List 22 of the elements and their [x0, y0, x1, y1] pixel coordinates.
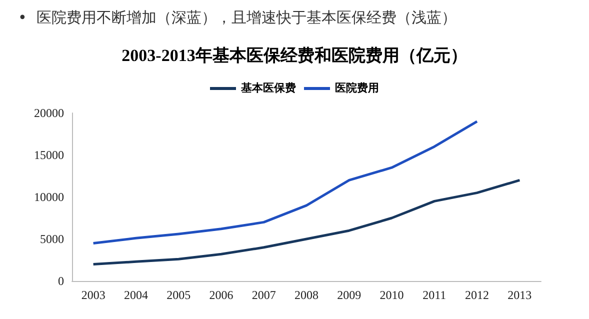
x-tick-label: 2006 — [209, 288, 234, 302]
y-tick-label: 10000 — [34, 190, 64, 204]
x-tick-label: 2012 — [465, 288, 490, 302]
text: • 医院费用不断增加（深蓝），且增速快于基本医保经费（浅蓝） — [18, 8, 456, 26]
line-series — [92, 178, 521, 266]
y-tick-label: 5000 — [40, 232, 64, 246]
x-tick-label: 2013 — [508, 288, 532, 302]
y-tick-label: 20000 — [34, 106, 64, 120]
legend-label: 医院费用 — [335, 82, 379, 94]
x-tick-label: 2007 — [252, 288, 276, 302]
x-tick-label: 2011 — [422, 288, 446, 302]
x-tick-label: 2003 — [81, 288, 106, 302]
x-tick-label: 2005 — [166, 288, 191, 302]
chart-title: 2003-2013年基本医保经费和医院费用（亿元） — [122, 46, 468, 65]
x-tick-label: 2010 — [380, 288, 404, 302]
y-tick-label: 15000 — [34, 148, 64, 162]
y-tick-label: 0 — [58, 274, 64, 288]
line-series — [92, 120, 478, 244]
legend-label: 基本医保费 — [240, 82, 296, 94]
x-tick-label: 2009 — [337, 288, 362, 302]
x-tick-label: 2004 — [124, 288, 148, 302]
x-tick-label: 2008 — [294, 288, 318, 302]
